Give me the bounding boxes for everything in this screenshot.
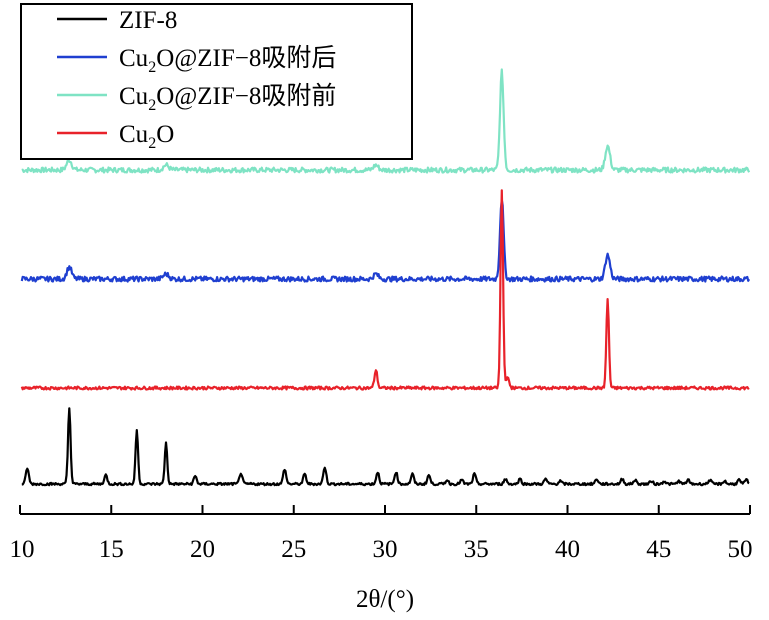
x-tick-label: 30	[373, 536, 398, 563]
x-axis-title: 2θ/(°)	[356, 586, 414, 613]
legend-label: Cu2O@ZIF−8吸附前	[119, 82, 336, 114]
series-layer	[20, 68, 751, 487]
x-tick-label: 35	[464, 536, 489, 563]
x-ticks: 10 15 20 25 30 35 40 45 50	[10, 505, 753, 563]
series-line-1	[20, 198, 751, 283]
legend-label: Cu2O	[119, 121, 174, 152]
x-tick-label: 25	[281, 536, 306, 563]
x-tick-label: 45	[646, 536, 671, 563]
legend: ZIF-8 Cu2O@ZIF−8吸附后 Cu2O@ZIF−8吸附前 Cu2O	[20, 3, 413, 160]
legend-label: ZIF-8	[119, 7, 177, 34]
x-tick-label: 10	[10, 536, 35, 563]
series-line-3	[21, 407, 750, 487]
series-line-0	[21, 68, 751, 174]
legend-label: Cu2O@ZIF−8吸附后	[119, 44, 336, 76]
x-tick-label: 20	[190, 536, 215, 563]
legend-box	[20, 3, 413, 160]
x-tick-label: 40	[555, 536, 580, 563]
x-tick-label: 50	[728, 536, 753, 563]
series-line-2	[20, 189, 750, 391]
x-tick-label: 15	[99, 536, 124, 563]
